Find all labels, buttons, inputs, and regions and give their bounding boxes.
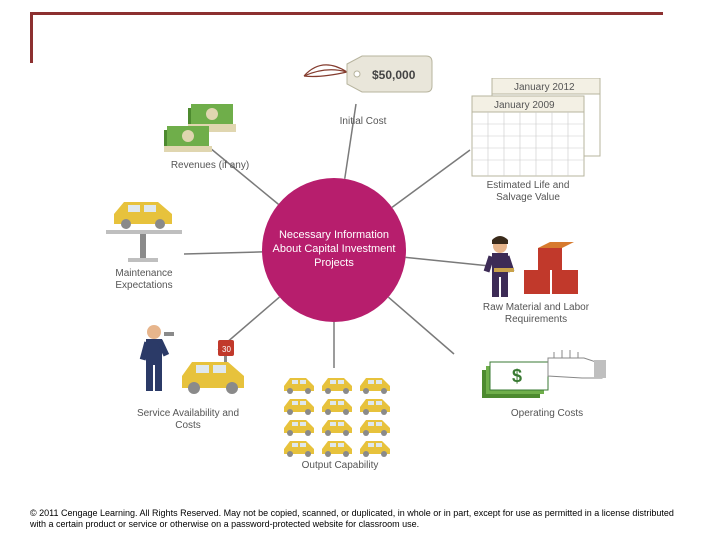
label-service_avail: Service Availability and Costs [128, 408, 248, 431]
cal-front-text: January 2009 [494, 100, 555, 111]
operating-costs-icon: $ [478, 336, 608, 406]
spoke-operating_costs [388, 297, 454, 354]
revenues-icon [158, 84, 238, 152]
hub-text: Necessary Information About Capital Inve… [272, 229, 396, 270]
calendar-icon: January 2012 January 2009 [464, 78, 614, 178]
label-operating_costs: Operating Costs [492, 408, 602, 420]
svg-text:30: 30 [222, 345, 231, 354]
maintenance-icon [100, 194, 190, 264]
output-fleet [278, 372, 398, 462]
label-revenues: Revenues (if any) [170, 160, 250, 172]
spoke-maintenance [184, 252, 262, 254]
label-maintenance: Maintenance Expectations [94, 268, 194, 291]
copyright-footer: © 2011 Cengage Learning. All Rights Rese… [30, 508, 690, 530]
label-estimated_life: Estimated Life and Salvage Value [468, 180, 588, 203]
hub-circle: Necessary Information About Capital Inve… [262, 178, 406, 322]
service-icon: 30 [134, 318, 254, 404]
label-output: Output Capability [300, 460, 380, 472]
price-tag-value: $50,000 [372, 68, 416, 82]
cal-back-text: January 2012 [514, 82, 575, 93]
spoke-raw_material [406, 257, 490, 266]
spoke-revenues [210, 148, 278, 204]
spoke-estimated_life [392, 150, 470, 207]
label-raw_material: Raw Material and Labor Requirements [476, 302, 596, 325]
diagram-stage: Necessary Information About Capital Inve… [0, 30, 720, 490]
price-tag-icon: $50,000 [302, 46, 442, 106]
label-initial_cost: Initial Cost [328, 116, 398, 128]
raw-material-icon [480, 230, 600, 302]
svg-text:$: $ [512, 366, 522, 386]
slide: Necessary Information About Capital Inve… [0, 0, 720, 540]
